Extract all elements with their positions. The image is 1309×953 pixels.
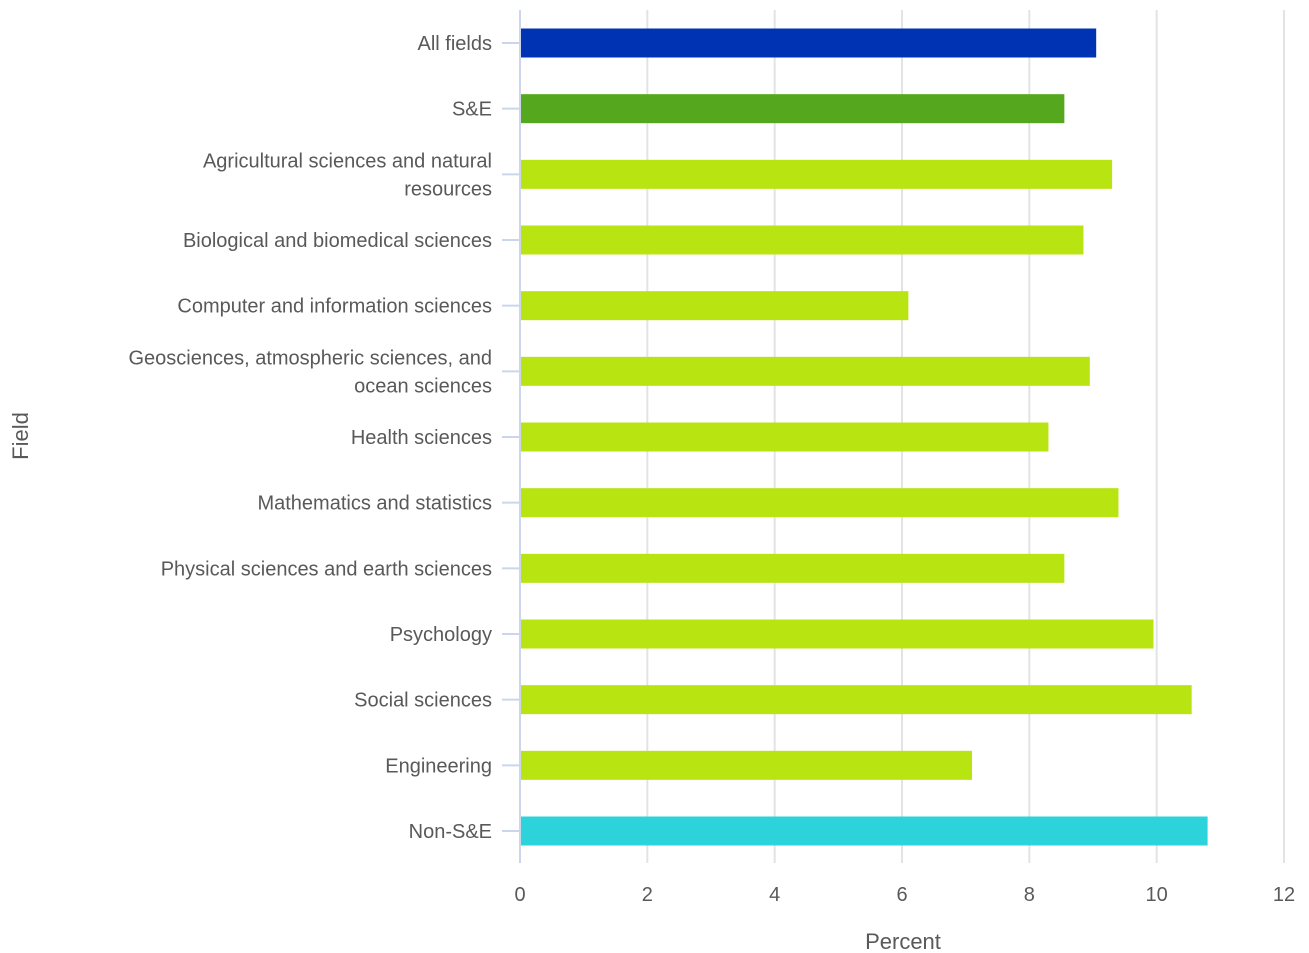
y-tick-label: Psychology <box>390 624 492 646</box>
x-tick-label: 6 <box>896 884 907 906</box>
y-tick-label: Physical sciences and earth sciences <box>161 558 492 580</box>
y-tick-label: Mathematics and statistics <box>257 493 492 515</box>
bar <box>520 422 1049 452</box>
x-axis-title: Percent <box>865 929 941 953</box>
y-tick-label: Biological and biomedical sciences <box>183 230 492 252</box>
bar <box>520 356 1090 386</box>
bar <box>520 225 1084 255</box>
bar <box>520 685 1192 715</box>
y-tick-label: S&E <box>452 99 492 121</box>
x-tick-label: 10 <box>1146 884 1168 906</box>
bar <box>520 619 1154 649</box>
bar <box>520 28 1097 58</box>
bar <box>520 159 1113 189</box>
x-axis: 0 2 4 6 8 10 12 <box>514 884 1295 906</box>
y-tick-label: Engineering <box>385 755 492 777</box>
y-tick-label: Geosciences, atmospheric sciences, and oc… <box>128 347 492 397</box>
bar <box>520 488 1119 518</box>
x-tick-label: 4 <box>769 884 780 906</box>
y-tick-label: Agricultural sciences and natural resourc… <box>203 150 492 200</box>
bars <box>520 28 1208 846</box>
y-axis: All fields S&E Agricultural sciences and n… <box>128 10 521 863</box>
y-axis-title: Field <box>8 412 33 460</box>
x-tick-label: 2 <box>642 884 653 906</box>
y-tick-label: All fields <box>418 33 492 55</box>
x-tick-label: 0 <box>514 884 525 906</box>
bar <box>520 750 973 780</box>
x-tick-label: 8 <box>1024 884 1035 906</box>
x-tick-label: 12 <box>1273 884 1295 906</box>
y-tick-label: Health sciences <box>351 427 492 449</box>
bar <box>520 816 1208 846</box>
bar <box>520 94 1065 124</box>
y-tick-label: Non-S&E <box>409 821 492 843</box>
bar <box>520 291 909 321</box>
y-tick-label: Computer and information sciences <box>177 296 492 318</box>
y-tick-label: Social sciences <box>354 690 492 712</box>
bar <box>520 553 1065 583</box>
